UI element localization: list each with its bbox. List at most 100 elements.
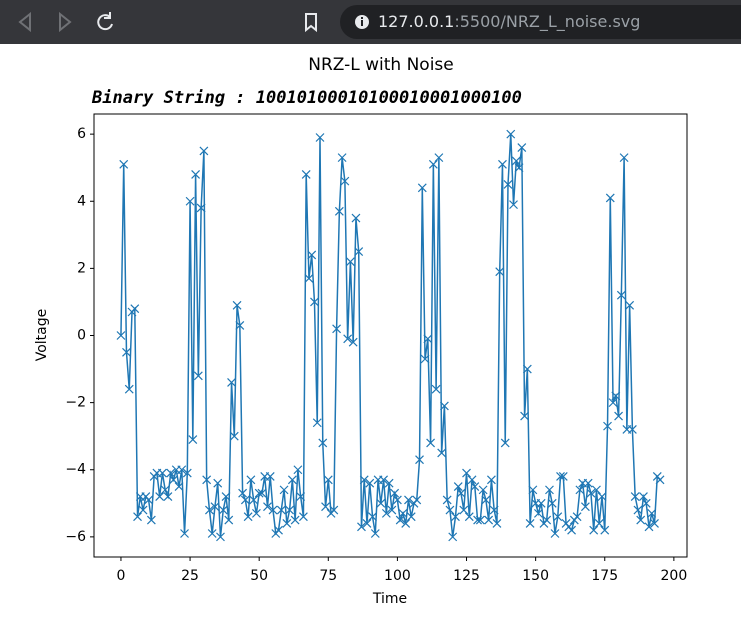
data-point — [351, 213, 361, 223]
data-point — [437, 448, 447, 458]
data-point — [401, 519, 411, 528]
data-point — [558, 472, 568, 481]
data-point — [229, 431, 239, 441]
x-tick-label: 75 — [319, 568, 337, 584]
data-point — [633, 505, 643, 515]
data-point — [398, 508, 408, 518]
data-point — [221, 492, 231, 502]
data-point — [243, 512, 253, 522]
data-point — [122, 347, 131, 357]
data-point — [553, 512, 563, 522]
data-point — [517, 143, 527, 152]
forward-button[interactable] — [59, 11, 72, 33]
data-point — [133, 512, 142, 522]
data-point — [533, 508, 543, 518]
back-button[interactable] — [18, 11, 31, 33]
data-point — [329, 505, 339, 515]
data-point — [130, 304, 140, 314]
data-point — [550, 529, 560, 538]
data-point — [630, 492, 640, 502]
data-point — [387, 505, 397, 515]
data-point — [318, 438, 328, 448]
data-point — [528, 485, 538, 495]
data-point — [354, 247, 364, 257]
data-point — [274, 525, 283, 535]
data-point — [296, 492, 306, 502]
data-point — [572, 512, 582, 522]
data-point — [481, 495, 491, 505]
x-tick-label: 200 — [661, 568, 688, 584]
x-tick-label: 150 — [522, 568, 549, 584]
data-point — [597, 492, 607, 502]
nav-icons — [18, 11, 317, 33]
data-point — [343, 334, 353, 344]
data-point — [545, 485, 554, 495]
data-point — [439, 401, 449, 411]
data-point — [191, 169, 201, 179]
data-point — [619, 153, 629, 163]
data-point — [492, 519, 502, 528]
x-tick-label: 175 — [591, 568, 618, 584]
data-point — [608, 398, 618, 408]
data-point — [506, 129, 516, 139]
data-point — [489, 505, 499, 515]
bookmark-button[interactable] — [305, 13, 317, 33]
data-point — [384, 478, 394, 488]
data-point — [644, 522, 654, 532]
data-point — [276, 505, 286, 515]
data-point — [196, 203, 206, 213]
data-point — [459, 505, 469, 515]
site-info-icon — [355, 15, 369, 29]
y-tick-label: 2 — [77, 260, 86, 276]
data-point — [655, 475, 665, 485]
data-point — [462, 468, 471, 478]
data-point — [625, 300, 635, 310]
data-point — [232, 300, 242, 310]
url-host: 127.0.0.1 — [378, 12, 455, 31]
x-tick-label: 50 — [250, 568, 268, 584]
data-point — [174, 482, 184, 491]
data-point — [263, 502, 272, 512]
data-point — [392, 495, 402, 505]
data-point — [227, 378, 236, 387]
data-point — [210, 502, 220, 512]
data-point — [285, 505, 295, 515]
data-point — [340, 176, 350, 186]
data-point — [376, 498, 386, 508]
data-point — [431, 384, 441, 394]
data-point — [166, 468, 176, 478]
data-point — [193, 371, 203, 381]
data-point — [357, 522, 366, 532]
data-point — [182, 468, 192, 478]
data-point — [348, 337, 358, 347]
data-point — [495, 267, 505, 277]
data-point — [146, 515, 156, 525]
data-point — [478, 485, 488, 495]
data-point — [556, 472, 565, 481]
data-point — [536, 498, 546, 508]
data-point — [304, 274, 314, 283]
data-point — [365, 478, 375, 488]
data-point — [315, 133, 325, 142]
data-point — [580, 502, 590, 512]
data-point — [467, 475, 477, 485]
reload-button[interactable] — [97, 12, 113, 31]
address-bar[interactable]: 127.0.0.1:5500/NRZ_L_noise.svg — [340, 5, 741, 39]
data-point — [586, 488, 596, 498]
data-point — [257, 488, 267, 498]
data-point — [514, 163, 524, 173]
data-point — [575, 485, 585, 495]
data-point — [525, 519, 535, 528]
data-point — [426, 438, 436, 448]
y-tick-label: 4 — [77, 193, 86, 209]
data-point — [323, 475, 333, 485]
data-point — [290, 515, 300, 525]
browser-toolbar: 127.0.0.1:5500/NRZ_L_noise.svg — [0, 0, 741, 44]
data-point — [498, 159, 507, 169]
data-point — [293, 465, 303, 475]
x-tick-label: 100 — [384, 568, 411, 584]
data-point — [395, 515, 405, 525]
data-point — [442, 495, 452, 505]
data-point — [473, 515, 483, 525]
data-point — [594, 519, 604, 528]
